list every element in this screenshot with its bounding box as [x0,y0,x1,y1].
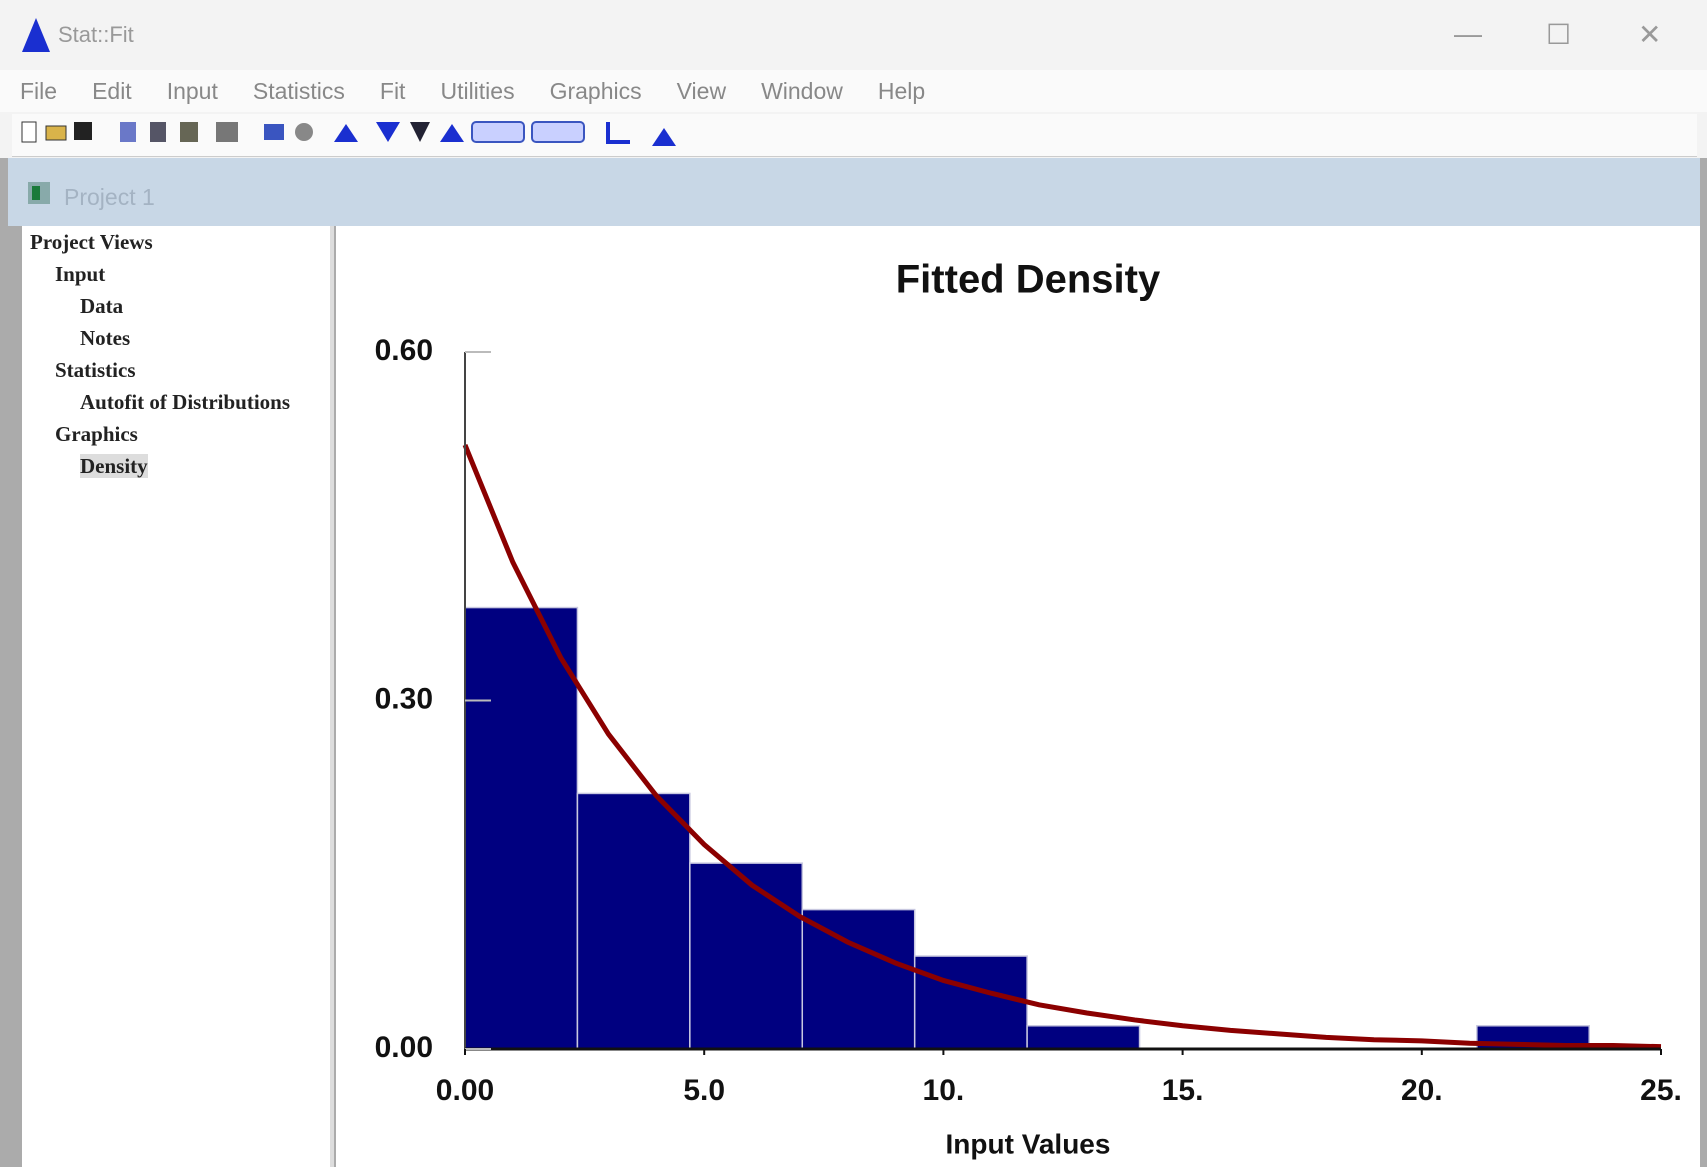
project-title-bar: Project 1 [8,158,1700,226]
project-title: Project 1 [64,184,155,210]
tree-item[interactable]: Statistics [55,358,136,382]
project-tree: Project Views Input Data Notes Statistic… [22,226,334,1167]
menu-item[interactable]: Input [166,78,218,104]
tool-button[interactable] [334,124,358,142]
x-axis-label: Input Values [946,1128,1111,1159]
menu-item[interactable]: Window [761,78,843,104]
menu-item[interactable]: File [20,78,58,104]
menu-item[interactable]: Graphics [549,78,642,104]
toolbar-icons [21,121,676,146]
print-button[interactable] [216,122,238,142]
tool-button[interactable] [652,128,676,146]
menu-item[interactable]: Utilities [440,78,515,104]
toolbar [12,114,1697,157]
menu-item[interactable]: Fit [379,78,406,104]
tree-item[interactable]: Density [22,450,330,482]
y-tick-label: 0.00 [375,1031,433,1064]
new-button[interactable] [21,121,37,143]
histogram-bar [689,862,804,1050]
menu-item[interactable]: View [676,78,727,104]
chart-title: Fitted Density [896,258,1161,302]
tree-item[interactable]: Autofit of Distributions [80,390,291,414]
tool-button[interactable] [440,124,464,142]
x-tick-label: 20. [1401,1074,1443,1107]
tree-item[interactable]: Data [80,294,124,318]
window-title: Stat::Fit [58,22,134,47]
x-tick-label: 0.00 [436,1074,494,1107]
tool-button[interactable] [471,121,525,143]
x-tick-label: 25. [1640,1074,1682,1107]
menu-item[interactable]: Statistics [252,78,345,104]
tool-button[interactable] [295,123,313,141]
menu-item[interactable]: Edit [92,78,132,104]
histogram-bar [464,606,579,1050]
selected-tree-item[interactable]: Density [80,454,148,478]
title-bar: Stat::Fit — ☐ ✕ [0,0,1707,70]
tree-item[interactable]: Input [55,262,106,286]
copy-button[interactable] [150,122,166,142]
tool-button[interactable] [376,122,400,142]
chart: Fitted Density Input Values 0.00 0.30 0.60 0.… [336,226,1700,1167]
x-tick-label: 15. [1162,1074,1204,1107]
y-tick-label: 0.30 [375,682,433,715]
maximize-button[interactable]: ☐ [1546,19,1572,50]
menu-bar: File Edit Input Statistics Fit Utilities… [0,70,1707,112]
project-icon [28,182,50,204]
y-tick-label: 0.60 [375,334,433,367]
tree-item[interactable]: Project Views [30,230,153,254]
tree-item[interactable]: Notes [80,326,131,350]
close-button[interactable]: ✕ [1638,19,1662,50]
histogram-bar [576,792,691,1050]
tree-item[interactable]: Graphics [55,422,138,446]
histogram-bar [1026,1025,1141,1050]
histogram-bar [913,955,1028,1050]
histogram-bar [801,908,916,1050]
save-button[interactable] [74,122,92,140]
tool-button[interactable] [606,122,630,144]
tool-button[interactable] [264,124,284,140]
x-tick-label: 5.0 [683,1074,725,1107]
open-button[interactable] [45,125,67,141]
tool-button[interactable] [410,122,430,142]
x-tick-label: 10. [923,1074,965,1107]
minimize-button[interactable]: — [1454,18,1482,49]
fitted-curve [462,443,1662,1050]
mdi-area: Project 1 Project Views Input Data Notes… [0,158,1707,1167]
tool-button[interactable] [531,121,585,143]
app-icon [22,18,50,52]
cut-button[interactable] [120,122,136,142]
paste-button[interactable] [180,122,198,142]
menu-item[interactable]: Help [877,78,926,104]
